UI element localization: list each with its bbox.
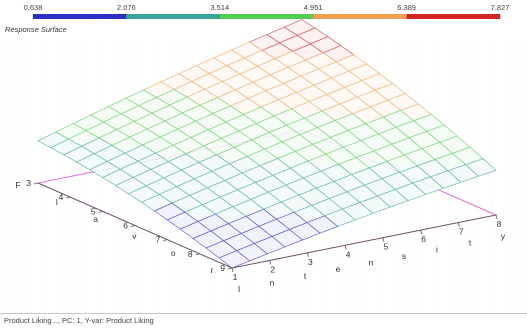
left-axis-label-char: F: [15, 180, 20, 190]
right-axis-label-char: t: [304, 271, 307, 281]
colorbar-segment-1: [126, 14, 221, 19]
left-axis-tick-label: 4: [59, 192, 64, 202]
surface-cell: [218, 250, 251, 269]
right-axis-label-char: y: [501, 231, 506, 241]
left-axis-label-char: v: [132, 231, 137, 241]
right-axis-tick: [457, 222, 460, 227]
status-bar: Product Liking .., PC: 1, Y-var: Product…: [0, 313, 527, 330]
chart-title: Response Surface: [5, 25, 67, 34]
right-axis-tick-label: 7: [459, 227, 464, 237]
right-axis-label-char: n: [270, 277, 275, 287]
left-axis-tick-label: 9: [220, 263, 225, 273]
status-text: Product Liking .., PC: 1, Y-var: Product…: [4, 316, 154, 325]
right-axis-tick: [420, 230, 422, 235]
left-axis-tick-label: 5: [91, 206, 96, 216]
left-axis-label-char: l: [56, 197, 58, 207]
colorbar-segment-2: [219, 14, 314, 19]
colorbar-segment-4: [406, 14, 501, 19]
right-axis-label-char: i: [436, 244, 438, 254]
colorbar-tick-label: 7.827: [491, 3, 510, 12]
right-axis-tick-label: 5: [383, 242, 388, 252]
right-axis-label-char: t: [469, 238, 472, 248]
left-axis-tick: [227, 267, 233, 270]
left-axis-tick: [98, 210, 103, 213]
colorbar: 0.638 2.076 3.514 4.951 6.389 7.827: [24, 3, 510, 19]
left-axis-label-char: r: [211, 265, 214, 275]
left-axis-tick: [195, 253, 200, 256]
colorbar-tick-label: 6.389: [397, 3, 416, 12]
left-axis-tick: [163, 239, 168, 242]
right-axis-tick: [495, 214, 498, 220]
left-axis: 3 4 5 6 7 8 9 Fl a v o r: [15, 178, 233, 275]
colorbar-tick-label: 2.076: [117, 3, 136, 12]
right-axis-tick-label: 4: [346, 249, 351, 259]
left-axis-tick-label: 8: [188, 249, 193, 259]
right-axis-label-char: I: [238, 284, 240, 294]
right-axis-label-char: n: [369, 258, 374, 268]
right-axis-tick: [344, 245, 347, 250]
left-axis-tick-label: 6: [123, 221, 128, 231]
colorbar-tick-label: 0.638: [24, 3, 43, 12]
right-axis-line: [231, 214, 497, 269]
right-axis-tick: [231, 267, 234, 273]
response-surface-chart: 0.638 2.076 3.514 4.951 6.389 7.827 Response …: [0, 3, 527, 313]
left-axis-tick: [130, 225, 136, 227]
right-axis-tick-label: 2: [270, 264, 275, 274]
left-axis-label-char: o: [171, 248, 176, 258]
left-axis-tick-label: 3: [26, 178, 31, 188]
surface-mesh: [37, 19, 497, 269]
right-axis-label-char: e: [336, 264, 341, 274]
right-axis-label-char: s: [402, 251, 406, 261]
colorbar-segment-3: [313, 14, 407, 19]
right-axis: 1 2 3 4 5 6 7 8 In t e n s i t y: [231, 214, 506, 294]
colorbar-tick-label: 3.514: [210, 3, 229, 12]
right-axis-tick: [307, 252, 309, 257]
colorbar-segment-0: [33, 14, 127, 19]
right-axis-tick: [269, 260, 272, 265]
left-axis-tick: [66, 196, 71, 199]
colorbar-tick-label: 4.951: [304, 3, 323, 12]
left-axis-label-char: a: [93, 214, 98, 224]
left-axis-tick: [33, 182, 39, 185]
right-axis-tick-label: 1: [233, 272, 238, 282]
left-axis-tick-label: 7: [156, 235, 161, 245]
right-axis-tick-label: 8: [497, 219, 502, 229]
right-axis-tick-label: 3: [308, 257, 313, 267]
right-axis-tick: [382, 237, 385, 242]
right-axis-tick-label: 6: [421, 234, 426, 244]
